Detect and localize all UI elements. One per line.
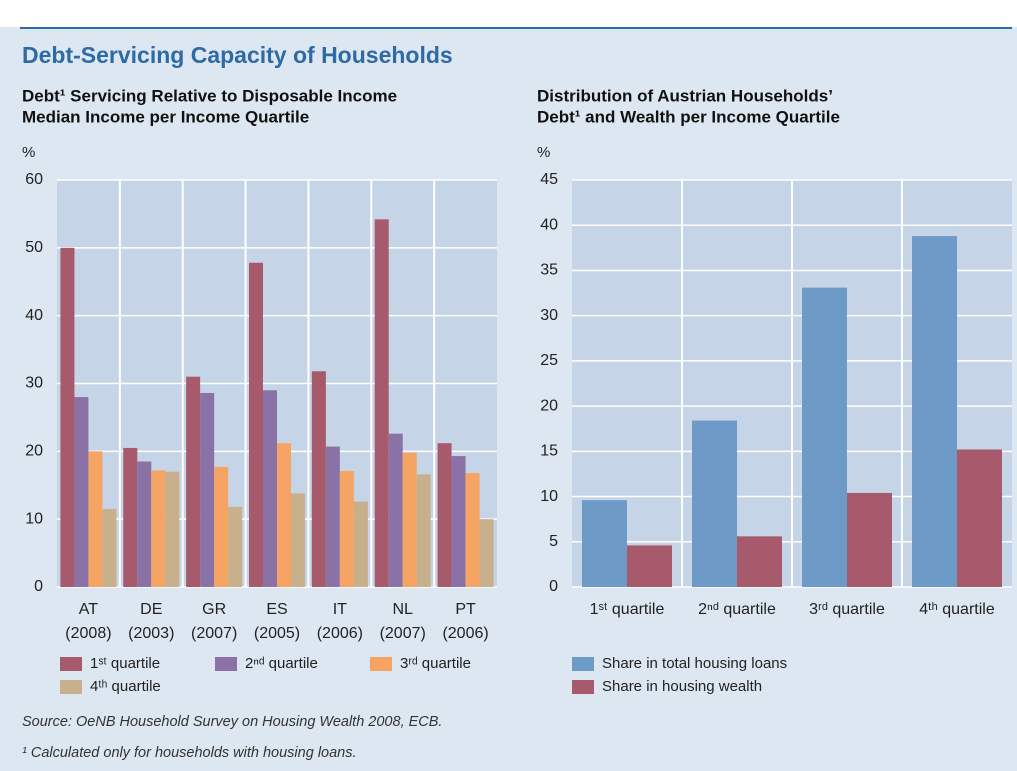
y-tick-label: 15 xyxy=(540,443,558,460)
y-tick-label: 60 xyxy=(25,171,43,188)
bar xyxy=(957,449,1002,587)
x-tick-label: 4ᵗʰ quartile xyxy=(919,601,995,618)
y-tick-label: 30 xyxy=(25,375,43,392)
bar xyxy=(737,536,782,587)
bar xyxy=(291,493,305,587)
bar xyxy=(60,247,75,588)
x-tick-label: 2ⁿᵈ quartile xyxy=(698,601,776,618)
bar xyxy=(200,392,215,587)
bar xyxy=(353,501,368,587)
legend-label: 2ⁿᵈ quartile xyxy=(245,655,318,672)
x-tick-label: PT xyxy=(455,601,476,618)
bar xyxy=(912,236,957,587)
bar xyxy=(186,376,201,587)
legend-label: Share in total housing loans xyxy=(602,655,787,672)
y-tick-label: 40 xyxy=(25,307,43,324)
bar xyxy=(214,466,229,587)
legend-label: 4ᵗʰ quartile xyxy=(90,678,161,695)
bar xyxy=(325,446,340,587)
x-tick-label: (2007) xyxy=(191,625,237,642)
footnote: ¹ Calculated only for households with ho… xyxy=(22,745,357,761)
y-axis-label: % xyxy=(22,144,35,161)
bar xyxy=(263,390,277,587)
bar xyxy=(627,545,672,587)
legend-swatch xyxy=(572,657,594,671)
x-tick-label: (2003) xyxy=(128,625,174,642)
legend-swatch xyxy=(60,657,82,671)
bar xyxy=(311,371,326,587)
x-tick-label: (2006) xyxy=(442,625,488,642)
bar xyxy=(88,451,103,587)
bar xyxy=(692,420,737,587)
x-tick-label: (2006) xyxy=(317,625,363,642)
chart-title: Debt¹ Servicing Relative to Disposable I… xyxy=(22,86,397,105)
bar xyxy=(165,471,180,587)
x-tick-label: 1ˢᵗ quartile xyxy=(590,601,665,618)
bar xyxy=(277,443,291,587)
bar xyxy=(437,443,452,587)
bar xyxy=(847,492,892,587)
x-tick-label: (2007) xyxy=(380,625,426,642)
legend-swatch xyxy=(370,657,392,671)
legend-label: Share in housing wealth xyxy=(602,678,762,695)
y-tick-label: 30 xyxy=(540,307,558,324)
chart-title: Distribution of Austrian Households’ xyxy=(537,86,833,105)
x-tick-label: NL xyxy=(392,601,413,618)
x-tick-label: ES xyxy=(266,601,287,618)
chart-title: Median Income per Income Quartile xyxy=(22,107,309,126)
bar xyxy=(123,447,138,587)
y-tick-label: 0 xyxy=(549,578,558,595)
y-tick-label: 45 xyxy=(540,171,558,188)
bar xyxy=(151,470,166,587)
legend-swatch xyxy=(572,680,594,694)
legend-label: 1ˢᵗ quartile xyxy=(90,655,160,672)
y-tick-label: 5 xyxy=(549,533,558,550)
legend-swatch xyxy=(215,657,237,671)
bar xyxy=(137,461,152,587)
bar xyxy=(802,287,847,587)
bar xyxy=(582,500,627,587)
x-tick-label: DE xyxy=(140,601,162,618)
bar xyxy=(339,471,354,587)
y-tick-label: 10 xyxy=(540,488,558,505)
bar xyxy=(451,456,466,587)
x-tick-label: GR xyxy=(202,601,226,618)
bar xyxy=(416,474,431,587)
y-axis-label: % xyxy=(537,144,550,161)
bar xyxy=(74,397,89,587)
bar xyxy=(102,508,117,587)
bar xyxy=(228,506,243,587)
figure-title: Debt-Servicing Capacity of Households xyxy=(22,42,453,68)
y-tick-label: 0 xyxy=(34,578,43,595)
chart-title: Debt¹ and Wealth per Income Quartile xyxy=(537,107,840,126)
x-tick-label: AT xyxy=(79,601,98,618)
x-tick-label: 3ʳᵈ quartile xyxy=(809,601,885,618)
bar xyxy=(465,473,480,587)
bar xyxy=(479,519,494,587)
y-tick-label: 10 xyxy=(25,510,43,527)
source: Source: OeNB Household Survey on Housing… xyxy=(22,714,442,730)
bar xyxy=(402,452,417,587)
bar xyxy=(388,433,403,587)
y-tick-label: 20 xyxy=(25,443,43,460)
y-tick-label: 35 xyxy=(540,262,558,279)
x-tick-label: (2008) xyxy=(65,625,111,642)
x-tick-label: IT xyxy=(333,601,347,618)
top-margin xyxy=(0,0,1017,27)
y-tick-label: 40 xyxy=(540,216,558,233)
y-tick-label: 20 xyxy=(540,397,558,414)
y-tick-label: 25 xyxy=(540,352,558,369)
legend-swatch xyxy=(60,680,82,694)
legend-label: 3ʳᵈ quartile xyxy=(400,655,471,672)
bar xyxy=(374,219,389,588)
y-tick-label: 50 xyxy=(25,239,43,256)
x-tick-label: (2005) xyxy=(254,625,300,642)
bar xyxy=(249,262,263,587)
